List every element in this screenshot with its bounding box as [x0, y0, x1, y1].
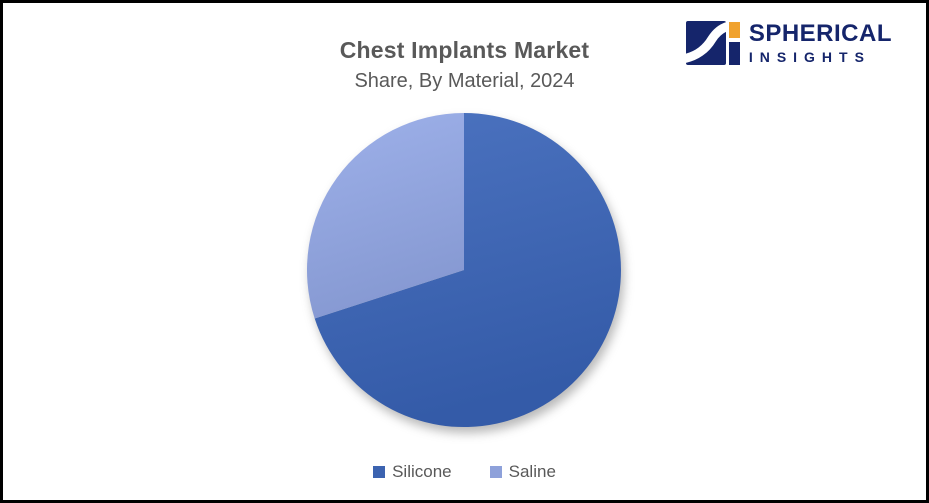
legend-label-silicone: Silicone — [392, 462, 452, 481]
brand-tagline: INSIGHTS — [748, 49, 871, 66]
pie-chart — [306, 113, 621, 427]
logo-navy-bar — [728, 42, 740, 65]
legend-label-saline: Saline — [508, 462, 556, 481]
brand-logo: SPHERICAL INSIGHTS — [685, 21, 892, 65]
pie-slice-silicone — [314, 113, 621, 427]
legend-swatch-saline — [489, 466, 502, 478]
brand-name: SPHERICAL — [748, 20, 892, 47]
chart-subtitle: Share, By Material, 2024 — [354, 70, 575, 92]
legend-item-saline: Saline — [489, 462, 556, 482]
legend-item-silicone: Silicone — [373, 462, 452, 482]
logo-orange-dot — [728, 22, 740, 38]
brand-logo-icon — [685, 21, 740, 65]
legend: Silicone Saline — [3, 462, 926, 482]
brand-logo-text: SPHERICAL INSIGHTS — [749, 21, 892, 65]
pie-chart-area — [299, 105, 629, 435]
swoosh-icon — [685, 21, 726, 64]
chart-header: Chest Implants Market Share, By Material… — [3, 37, 926, 93]
legend-swatch-silicone — [373, 466, 386, 478]
pie-slice-saline — [306, 113, 464, 319]
chart-title: Chest Implants Market — [339, 37, 590, 63]
